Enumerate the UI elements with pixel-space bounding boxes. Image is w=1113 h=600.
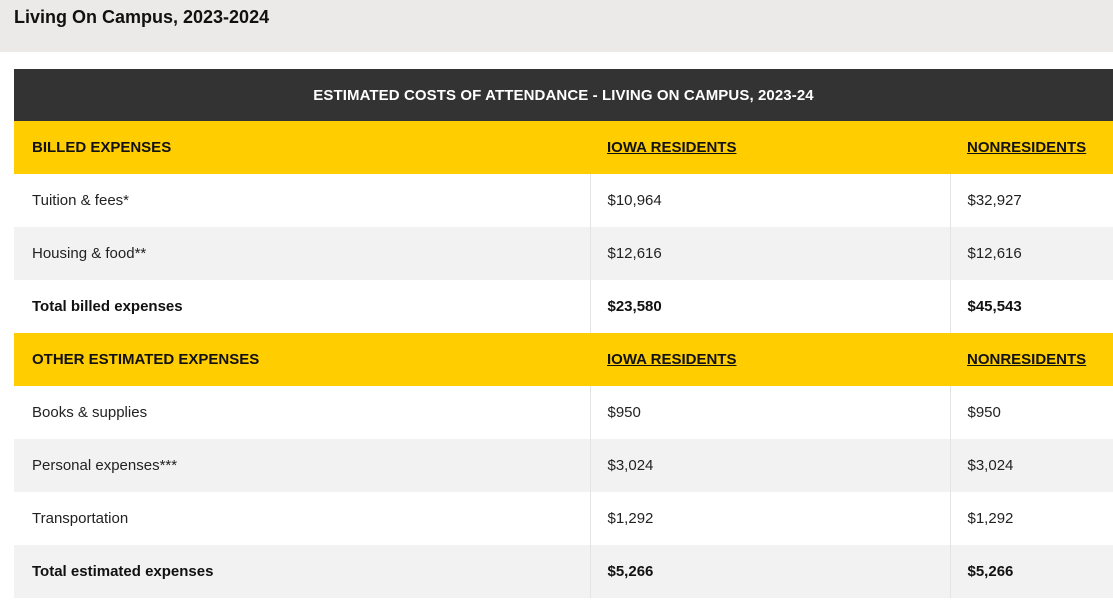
row-label: Books & supplies — [14, 386, 591, 439]
nonresident-value: $3,024 — [950, 439, 1113, 492]
other-expenses-header-row: OTHER ESTIMATED EXPENSES IOWA RESIDENTS … — [14, 333, 1113, 386]
row-label: Tuition & fees* — [14, 174, 591, 227]
nonresident-value: $1,292 — [950, 492, 1113, 545]
other-total-row: Total estimated expenses $5,266 $5,266 — [14, 545, 1113, 598]
iowa-value: $950 — [590, 386, 951, 439]
page-header-band: Living On Campus, 2023-2024 — [0, 0, 1113, 52]
nonresident-total-value: $45,543 — [950, 280, 1113, 333]
table-row: Transportation $1,292 $1,292 — [14, 492, 1113, 545]
billed-total-row: Total billed expenses $23,580 $45,543 — [14, 280, 1113, 333]
nonresidents-column-link[interactable]: NONRESIDENTS — [967, 351, 1087, 368]
row-label: Transportation — [14, 492, 591, 545]
table-row: Housing & food** $12,616 $12,616 — [14, 227, 1113, 280]
iowa-value: $1,292 — [590, 492, 951, 545]
billed-expenses-header-row: BILLED EXPENSES IOWA RESIDENTS NONRESIDE… — [14, 121, 1113, 174]
total-label: Total estimated expenses — [14, 545, 591, 598]
iowa-value: $12,616 — [590, 227, 951, 280]
table-row: Personal expenses*** $3,024 $3,024 — [14, 439, 1113, 492]
page-title: Living On Campus, 2023-2024 — [14, 7, 270, 27]
iowa-value: $3,024 — [590, 439, 951, 492]
nonresident-total-value: $5,266 — [950, 545, 1113, 598]
billed-expenses-heading: BILLED EXPENSES — [14, 121, 590, 174]
iowa-total-value: $23,580 — [590, 280, 951, 333]
row-label: Personal expenses*** — [14, 439, 591, 492]
nonresident-value: $950 — [950, 386, 1113, 439]
nonresident-value: $32,927 — [950, 174, 1113, 227]
iowa-total-value: $5,266 — [590, 545, 951, 598]
table-row: Books & supplies $950 $950 — [14, 386, 1113, 439]
total-label: Total billed expenses — [14, 280, 591, 333]
row-label: Housing & food** — [14, 227, 591, 280]
table-row: Tuition & fees* $10,964 $32,927 — [14, 174, 1113, 227]
nonresident-value: $12,616 — [950, 227, 1113, 280]
iowa-residents-column-link[interactable]: IOWA RESIDENTS — [607, 139, 737, 156]
table-caption: ESTIMATED COSTS OF ATTENDANCE - LIVING O… — [14, 69, 1113, 121]
cost-of-attendance-table: ESTIMATED COSTS OF ATTENDANCE - LIVING O… — [14, 69, 1113, 598]
iowa-value: $10,964 — [590, 174, 951, 227]
other-expenses-heading: OTHER ESTIMATED EXPENSES — [14, 333, 590, 386]
nonresidents-column-link[interactable]: NONRESIDENTS — [967, 139, 1087, 156]
table-caption-row: ESTIMATED COSTS OF ATTENDANCE - LIVING O… — [14, 69, 1113, 121]
iowa-residents-column-link[interactable]: IOWA RESIDENTS — [607, 351, 737, 368]
